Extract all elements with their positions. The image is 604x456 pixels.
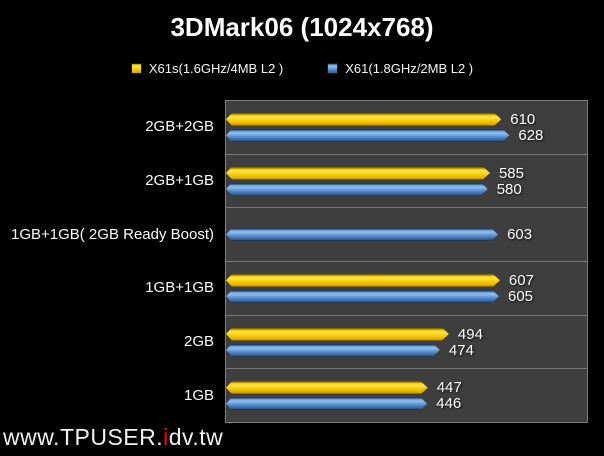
plot-row: 607 605	[226, 261, 587, 315]
bar-line: 580	[226, 180, 587, 198]
value-label: 585	[498, 164, 524, 182]
category-label: 1GB+1GB	[145, 279, 214, 297]
category-label: 1GB	[183, 386, 214, 404]
bar-line: 628	[226, 126, 587, 144]
bar-line: 474	[226, 341, 587, 359]
bar-line: 494	[226, 325, 587, 343]
legend: X61s(1.6GHz/4MB L2 ) X61(1.8GHz/2MB L2 )	[0, 61, 604, 76]
bar-x61	[226, 183, 488, 196]
value-label: 447	[436, 379, 462, 397]
bar-line: 446	[226, 395, 587, 413]
bar-line: 605	[226, 287, 587, 305]
bar-x61s	[226, 328, 449, 341]
plot-row: 585 580	[226, 153, 587, 208]
bar-x61	[226, 129, 509, 142]
bar-x61s	[226, 113, 501, 126]
value-label: 474	[448, 341, 474, 359]
category-label: 1GB+1GB( 2GB Ready Boost)	[10, 225, 214, 243]
legend-swatch-yellow-icon	[130, 63, 142, 74]
bar-x61	[226, 344, 440, 357]
bar-x61s	[226, 274, 500, 287]
bar-line: 610	[226, 110, 587, 128]
legend-label-x61s: X61s(1.6GHz/4MB L2 )	[148, 61, 284, 76]
value-label: 607	[508, 271, 534, 289]
legend-label-x61: X61(1.8GHz/2MB L2 )	[345, 61, 474, 76]
value-label: 610	[510, 110, 536, 128]
legend-item-x61s: X61s(1.6GHz/4MB L2 )	[130, 61, 284, 76]
category-label: 2GB+2GB	[145, 118, 214, 136]
watermark: www.TPUSER.idv.tw	[3, 424, 223, 451]
chart-title: 3DMark06 (1024x768)	[170, 12, 434, 42]
value-label: 494	[457, 325, 483, 343]
bar-line: 603	[226, 226, 587, 244]
value-label: 605	[508, 287, 534, 305]
value-label: 628	[518, 126, 544, 144]
category-axis: 2GB+2GB 2GB+1GB 1GB+1GB( 2GB Ready Boost) 1…	[0, 100, 216, 422]
legend-item-x61: X61(1.8GHz/2MB L2 )	[327, 61, 473, 76]
plot-row: 447 446	[226, 368, 587, 422]
bar-x61	[226, 228, 498, 241]
plot-row: 610 628	[226, 101, 587, 154]
value-label: 580	[496, 180, 522, 198]
category-label: 2GB	[183, 333, 214, 351]
plot-row: 603	[226, 207, 587, 261]
bar-line: 607	[226, 271, 587, 289]
legend-swatch-blue-icon	[327, 63, 339, 74]
watermark-accent: i	[163, 424, 169, 450]
watermark-suffix: dv.tw	[168, 424, 224, 450]
plot-area: 610 628 585 580 603 607 605 494 474 447 446	[225, 100, 588, 423]
bar-line: 585	[226, 164, 587, 182]
bar-x61	[226, 290, 499, 303]
plot-row: 494 474	[226, 314, 587, 369]
bar-x61	[226, 397, 427, 410]
bar-x61s	[226, 167, 490, 180]
value-label: 603	[507, 226, 533, 244]
watermark-prefix: www.TPUSER.	[3, 424, 164, 450]
bar-x61s	[226, 381, 428, 394]
value-label: 446	[436, 395, 462, 413]
category-label: 2GB+1GB	[145, 172, 214, 189]
bar-line: 447	[226, 379, 587, 397]
